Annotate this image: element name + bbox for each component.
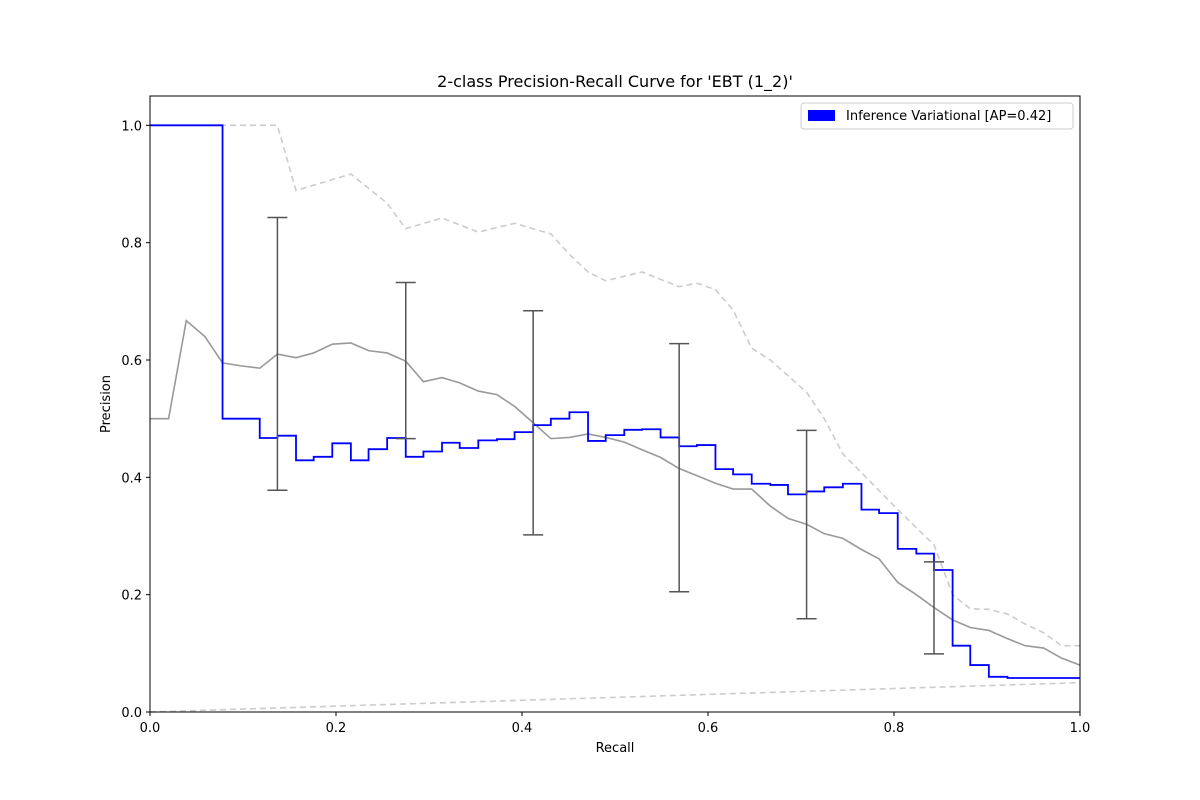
y-axis-ticks: 0.0 0.2 0.4 0.6 0.8 1.0 [121,119,150,721]
x-tick-label: 0.6 [698,721,719,736]
y-axis-label: Precision [99,375,114,433]
plot-frame [149,95,1081,713]
x-axis-label: Recall [596,741,635,756]
error-bar-5 [923,561,944,655]
x-axis-ticks: 0.0 0.2 0.4 0.6 0.8 1.0 [140,712,1091,736]
series-line-3 [149,681,1081,713]
series-line-2 [150,124,1080,647]
legend-entry-label: Inference Variational [AP=0.42] [846,109,1051,124]
plot-area [150,96,1080,712]
error-bar-2 [523,309,544,536]
x-tick-label: 0.2 [326,721,347,736]
error-bar-layer [267,216,944,655]
x-tick-label: 0.0 [140,721,161,736]
error-bar-4 [796,429,817,620]
y-tick-label: 0.0 [121,706,142,721]
y-tick-label: 0.4 [121,471,142,486]
y-tick-label: 1.0 [121,119,142,134]
x-tick-label: 0.8 [884,721,905,736]
legend: Inference Variational [AP=0.42] [800,102,1074,130]
legend-box [800,102,1074,130]
legend-swatch [808,110,835,121]
error-bar-0 [267,216,288,491]
x-tick-label: 1.0 [1070,721,1091,736]
x-tick-label: 0.4 [512,721,533,736]
series-layer [149,124,1081,713]
error-bar-3 [669,342,690,593]
y-tick-label: 0.6 [121,354,142,369]
chart-title: 2-class Precision-Recall Curve for 'EBT … [437,72,793,92]
series-line-1 [150,319,1081,666]
y-tick-label: 0.2 [121,589,142,604]
error-bar-1 [395,281,416,440]
y-tick-label: 0.8 [121,237,142,252]
series-line-0 [150,124,1080,679]
